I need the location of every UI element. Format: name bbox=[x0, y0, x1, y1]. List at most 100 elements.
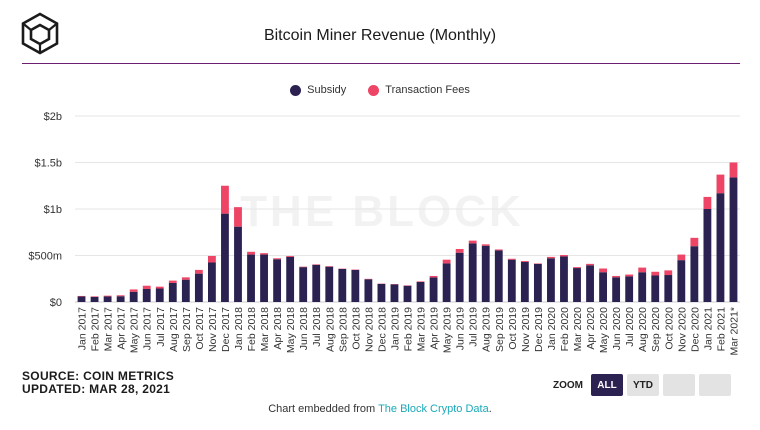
bar-subsidy[interactable] bbox=[390, 284, 399, 302]
bar-fees[interactable] bbox=[560, 255, 568, 257]
bar-subsidy[interactable] bbox=[729, 177, 738, 302]
bar-fees[interactable] bbox=[286, 255, 295, 257]
bar-subsidy[interactable] bbox=[90, 296, 99, 302]
bar-fees[interactable] bbox=[416, 281, 425, 283]
bar-subsidy[interactable] bbox=[468, 243, 477, 302]
bar-fees[interactable] bbox=[638, 267, 647, 273]
bar-subsidy[interactable] bbox=[520, 262, 529, 302]
bar-fees[interactable] bbox=[612, 275, 621, 278]
source-block: SOURCE: COIN METRICS UPDATED: MAR 28, 20… bbox=[22, 370, 174, 396]
bar-fees[interactable] bbox=[429, 275, 438, 278]
bar-subsidy[interactable] bbox=[481, 245, 490, 302]
footer-link[interactable]: The Block Crypto Data bbox=[378, 403, 489, 415]
bar-subsidy[interactable] bbox=[690, 246, 699, 302]
bar-subsidy[interactable] bbox=[677, 260, 686, 302]
zoom-ytd-button[interactable]: YTD bbox=[627, 374, 659, 396]
bar-fees[interactable] bbox=[651, 271, 660, 276]
bar-fees[interactable] bbox=[142, 285, 151, 289]
bar-fees[interactable] bbox=[260, 253, 268, 255]
bar-subsidy[interactable] bbox=[494, 250, 503, 302]
bar-fees[interactable] bbox=[586, 263, 594, 266]
bar-fees[interactable] bbox=[208, 255, 216, 263]
bar-subsidy[interactable] bbox=[77, 296, 86, 302]
bar-subsidy[interactable] bbox=[338, 268, 347, 302]
bar-fees[interactable] bbox=[664, 270, 673, 276]
bar-subsidy[interactable] bbox=[260, 254, 268, 302]
bar-fees[interactable] bbox=[234, 207, 242, 227]
bar-fees[interactable] bbox=[194, 269, 203, 274]
bar-subsidy[interactable] bbox=[351, 269, 360, 302]
bar-subsidy[interactable] bbox=[547, 258, 555, 302]
bar-subsidy[interactable] bbox=[208, 262, 216, 302]
bar-subsidy[interactable] bbox=[716, 193, 725, 302]
bar-fees[interactable] bbox=[468, 240, 477, 244]
bar-subsidy[interactable] bbox=[573, 268, 581, 302]
bar-subsidy[interactable] bbox=[533, 263, 542, 302]
zoom-blank-button-1[interactable] bbox=[663, 374, 695, 396]
bar-fees[interactable] bbox=[573, 267, 581, 269]
bar-fees[interactable] bbox=[442, 259, 451, 264]
bar-fees[interactable] bbox=[690, 237, 699, 247]
bar-subsidy[interactable] bbox=[168, 282, 177, 302]
bar-subsidy[interactable] bbox=[403, 285, 412, 302]
bar-subsidy[interactable] bbox=[221, 213, 229, 302]
legend-item-fees[interactable]: Transaction Fees bbox=[368, 84, 470, 96]
bar-subsidy[interactable] bbox=[155, 288, 164, 302]
zoom-blank-button-2[interactable] bbox=[699, 374, 731, 396]
zoom-all-button[interactable]: ALL bbox=[591, 374, 623, 396]
bar-fees[interactable] bbox=[103, 295, 112, 297]
bar-subsidy[interactable] bbox=[442, 263, 451, 302]
bar-fees[interactable] bbox=[625, 274, 634, 277]
bar-subsidy[interactable] bbox=[286, 256, 295, 302]
legend-item-subsidy[interactable]: Subsidy bbox=[290, 84, 346, 96]
x-tick-label: Mar 2019 bbox=[416, 307, 428, 352]
bar-subsidy[interactable] bbox=[247, 254, 255, 302]
bar-subsidy[interactable] bbox=[312, 264, 321, 302]
bar-fees[interactable] bbox=[677, 254, 686, 261]
bar-fees[interactable] bbox=[273, 258, 282, 260]
bar-fees[interactable] bbox=[168, 280, 177, 283]
bar-subsidy[interactable] bbox=[194, 273, 203, 302]
bar-subsidy[interactable] bbox=[234, 226, 242, 302]
bar-subsidy[interactable] bbox=[103, 296, 112, 302]
bar-fees[interactable] bbox=[729, 162, 738, 178]
bar-fees[interactable] bbox=[716, 174, 725, 194]
bar-subsidy[interactable] bbox=[651, 275, 660, 302]
bar-subsidy[interactable] bbox=[416, 282, 425, 302]
bar-subsidy[interactable] bbox=[625, 276, 634, 302]
bar-subsidy[interactable] bbox=[703, 209, 712, 302]
bar-subsidy[interactable] bbox=[325, 266, 334, 302]
bar-fees[interactable] bbox=[703, 196, 712, 209]
bar-fees[interactable] bbox=[155, 286, 164, 289]
bar-subsidy[interactable] bbox=[129, 291, 138, 302]
bar-fees[interactable] bbox=[90, 296, 99, 297]
bar-fees[interactable] bbox=[547, 256, 555, 259]
bar-subsidy[interactable] bbox=[273, 259, 282, 302]
bar-fees[interactable] bbox=[181, 277, 190, 280]
bar-subsidy[interactable] bbox=[377, 283, 386, 302]
bar-subsidy[interactable] bbox=[586, 265, 594, 302]
bar-subsidy[interactable] bbox=[181, 279, 190, 302]
bar-fees[interactable] bbox=[599, 268, 607, 273]
bar-fees[interactable] bbox=[247, 251, 255, 255]
bar-fees[interactable] bbox=[455, 248, 464, 253]
bar-subsidy[interactable] bbox=[142, 288, 151, 302]
bar-subsidy[interactable] bbox=[560, 256, 568, 302]
bar-fees[interactable] bbox=[221, 185, 229, 214]
bar-fees[interactable] bbox=[520, 261, 529, 263]
bar-subsidy[interactable] bbox=[299, 267, 308, 302]
bar-fees[interactable] bbox=[494, 249, 503, 251]
bar-subsidy[interactable] bbox=[364, 279, 373, 302]
bar-subsidy[interactable] bbox=[638, 272, 647, 302]
bar-subsidy[interactable] bbox=[612, 277, 621, 302]
bar-subsidy[interactable] bbox=[664, 275, 673, 302]
bar-subsidy[interactable] bbox=[429, 277, 438, 302]
bar-subsidy[interactable] bbox=[455, 252, 464, 302]
bar-subsidy[interactable] bbox=[116, 296, 125, 302]
bar-fees[interactable] bbox=[507, 258, 516, 260]
bar-subsidy[interactable] bbox=[507, 259, 516, 302]
bar-fees[interactable] bbox=[481, 244, 490, 246]
bar-fees[interactable] bbox=[129, 289, 138, 292]
bar-fees[interactable] bbox=[116, 295, 125, 297]
bar-subsidy[interactable] bbox=[599, 272, 607, 302]
